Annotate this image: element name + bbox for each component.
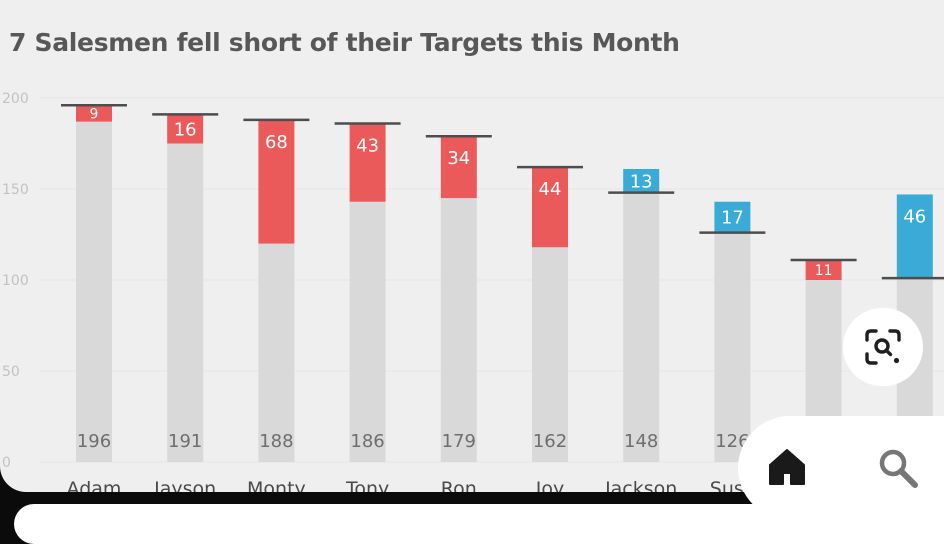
target-value-label: 126 bbox=[715, 431, 749, 452]
bar-base bbox=[440, 198, 477, 462]
target-value-label: 191 bbox=[168, 431, 202, 452]
gap-data-label: 17 bbox=[721, 208, 744, 229]
x-category-label: Ron bbox=[441, 478, 477, 492]
bar-base bbox=[167, 143, 204, 462]
lens-search-icon bbox=[865, 329, 901, 365]
bar-shortfall bbox=[532, 167, 568, 248]
gap-data-label: 43 bbox=[356, 135, 379, 156]
bar-base bbox=[714, 232, 751, 462]
gap-data-label: 11 bbox=[815, 263, 833, 279]
bar-exceeded bbox=[714, 201, 751, 233]
target-value-label: 179 bbox=[442, 431, 476, 452]
bar-exceeded bbox=[896, 194, 933, 279]
bar-exceeded bbox=[623, 168, 660, 193]
bar-shortfall bbox=[349, 123, 386, 202]
gap-data-label: 9 bbox=[90, 107, 99, 123]
gap-data-label: 16 bbox=[174, 119, 197, 140]
y-tick-label: 200 bbox=[2, 91, 29, 107]
bottom-navigation bbox=[738, 416, 944, 520]
bar-base bbox=[623, 192, 660, 462]
target-value-label: 196 bbox=[77, 431, 111, 452]
target-value-label: 188 bbox=[259, 431, 293, 452]
y-tick-label: 50 bbox=[2, 364, 20, 380]
y-tick-label: 0 bbox=[2, 455, 11, 471]
x-category-label: Jackson bbox=[604, 478, 677, 492]
chart-title: 7 Salesmen fell short of their Targets t… bbox=[9, 28, 680, 57]
gap-data-label: 44 bbox=[539, 179, 562, 200]
x-category-label: Adam bbox=[67, 478, 122, 492]
x-category-label: Jayson bbox=[153, 478, 216, 492]
lens-search-button[interactable] bbox=[843, 308, 923, 386]
bar-shortfall bbox=[167, 114, 204, 144]
search-icon[interactable] bbox=[876, 446, 920, 490]
target-value-label: 162 bbox=[533, 431, 567, 452]
bar-shortfall bbox=[76, 105, 112, 122]
gap-data-label: 34 bbox=[447, 148, 470, 169]
bar-base bbox=[532, 247, 568, 462]
gap-data-label: 46 bbox=[903, 206, 926, 227]
y-tick-label: 150 bbox=[2, 182, 29, 198]
gap-data-label: 68 bbox=[265, 132, 288, 153]
bar-shortfall bbox=[258, 119, 295, 244]
target-value-label: 186 bbox=[350, 431, 384, 452]
target-value-label: 148 bbox=[624, 431, 658, 452]
x-category-label: Joy bbox=[535, 478, 564, 492]
bar-shortfall bbox=[805, 259, 842, 280]
bar-shortfall bbox=[440, 136, 477, 199]
gap-data-label: 13 bbox=[630, 171, 653, 192]
y-tick-label: 100 bbox=[2, 273, 29, 289]
bar-base bbox=[349, 201, 386, 463]
home-icon[interactable] bbox=[766, 446, 808, 488]
x-category-label: Monty bbox=[247, 478, 306, 492]
bar-base bbox=[258, 243, 295, 462]
x-category-label: Tony bbox=[345, 478, 389, 492]
bar-base bbox=[76, 121, 112, 462]
